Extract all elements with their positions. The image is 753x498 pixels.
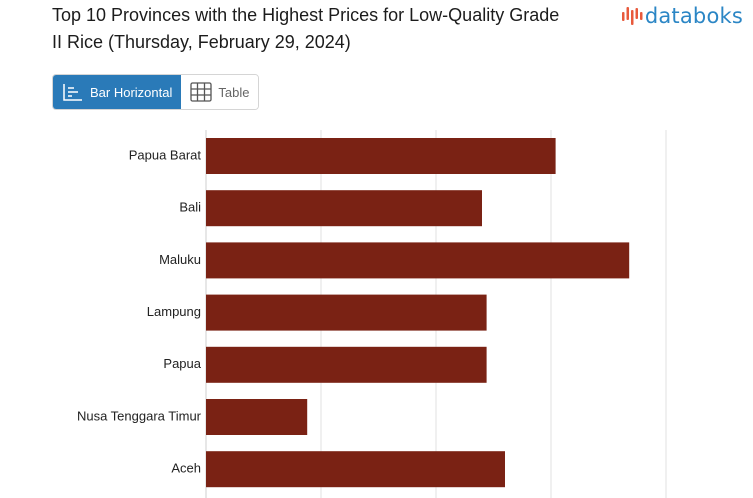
table-icon — [190, 82, 213, 102]
bar-maluku[interactable] — [206, 242, 630, 279]
bar-chart-icon — [63, 84, 82, 101]
logo-bars-icon — [621, 7, 643, 25]
bar-nusa-tenggara-timur[interactable] — [206, 399, 308, 435]
category-label: Maluku — [159, 252, 201, 267]
bar-papua[interactable] — [206, 346, 487, 383]
bar-lampung[interactable] — [206, 294, 487, 331]
databoks-logo[interactable]: databoks — [621, 4, 743, 28]
category-label: Papua — [163, 356, 201, 371]
brand-name: databoks — [644, 4, 743, 28]
chart-title: Top 10 Provinces with the Highest Prices… — [52, 5, 560, 52]
view-toggle: Bar Horizontal Table — [52, 74, 260, 110]
bar-papua-barat[interactable] — [206, 138, 556, 174]
category-label: Papua Barat — [129, 147, 202, 162]
category-label: Nusa Tenggara Timur — [77, 408, 202, 423]
category-label: Aceh — [171, 461, 201, 476]
category-label: Bali — [179, 200, 201, 215]
bar-horizontal-button[interactable]: Bar Horizontal — [53, 75, 182, 109]
category-label: Lampung — [147, 304, 201, 319]
table-label: Table — [218, 84, 250, 100]
table-button[interactable]: Table — [181, 75, 259, 109]
bar-bali[interactable] — [206, 190, 482, 227]
bar-aceh[interactable] — [206, 451, 505, 488]
bar-horizontal-label: Bar Horizontal — [90, 84, 173, 100]
